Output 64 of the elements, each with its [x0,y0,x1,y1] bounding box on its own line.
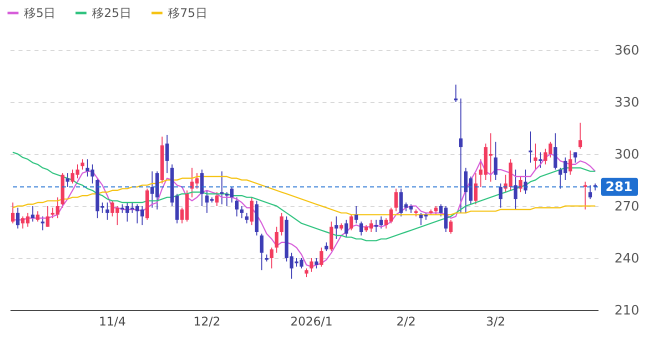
candlestick [320,247,324,268]
candlestick [578,122,582,150]
candlestick [30,206,34,222]
candlestick [454,84,458,102]
y-tick-label: 240 [614,252,640,266]
candlestick [106,202,110,220]
candlestick [16,207,20,230]
candlestick [350,214,354,231]
candlestick [354,206,358,224]
candlestick [240,206,244,219]
candlestick [568,150,572,176]
candlestick [250,196,254,226]
candlestick [36,210,40,222]
candlestick [359,221,364,236]
candlestick [310,258,314,272]
candlestick [10,202,15,224]
y-tick-label: 300 [614,148,640,162]
candlestick [165,134,169,174]
candlestick [524,169,528,194]
candlestick [334,216,338,240]
candlestick [538,152,542,168]
candlestick [474,172,478,205]
candlestick [374,219,378,232]
candlestick [344,219,348,238]
candlestick [40,216,44,231]
candlestick [498,182,502,208]
candlestick [534,143,538,170]
x-tick-label: 2/2 [396,314,416,328]
candlestick [80,158,84,170]
candlestick [394,188,398,212]
candlestick [330,221,334,252]
candlestick [270,247,274,269]
y-tick-label: 210 [614,304,640,318]
candlestick [235,196,239,217]
candlestick [518,176,522,193]
candlestick [314,258,318,269]
candlestick [200,169,204,206]
y-tick-label: 270 [614,200,640,214]
candlestick [215,192,219,206]
y-tick-label: 360 [614,44,640,58]
candlestick [583,181,588,210]
candlestick [260,233,264,271]
ref-line-label: 281 [605,180,633,195]
candlestick [459,98,463,214]
x-tick-label: 11/4 [98,314,126,328]
candlestick [588,184,592,200]
legend-label: 移25日 [92,6,132,20]
candlestick [449,219,453,234]
candlestick [554,132,558,170]
candlestick [280,212,284,236]
candlestick [274,226,278,254]
legend-label: 移75日 [168,6,208,20]
candlestick [244,212,249,224]
candlestick [46,206,50,228]
candlestick [514,169,518,210]
candlestick [494,141,498,180]
candlestick [379,216,383,230]
candlestick [220,170,224,205]
y-tick-label: 330 [614,96,640,110]
x-tick-label: 3/2 [486,314,506,328]
legend-label: 移5日 [24,6,56,20]
x-tick-label: 2026/1 [290,314,333,328]
candlestick [528,130,532,164]
x-tick-label: 12/2 [193,314,220,328]
